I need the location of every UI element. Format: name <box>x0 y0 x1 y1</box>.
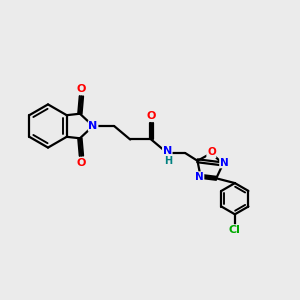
Text: N: N <box>195 172 204 182</box>
Text: O: O <box>146 111 156 121</box>
Text: O: O <box>77 84 86 94</box>
Text: O: O <box>77 158 86 168</box>
Text: Cl: Cl <box>229 225 241 235</box>
Text: N: N <box>163 146 172 157</box>
Text: N: N <box>88 121 98 131</box>
Text: H: H <box>164 156 172 166</box>
Text: N: N <box>220 158 229 168</box>
Text: O: O <box>207 148 216 158</box>
